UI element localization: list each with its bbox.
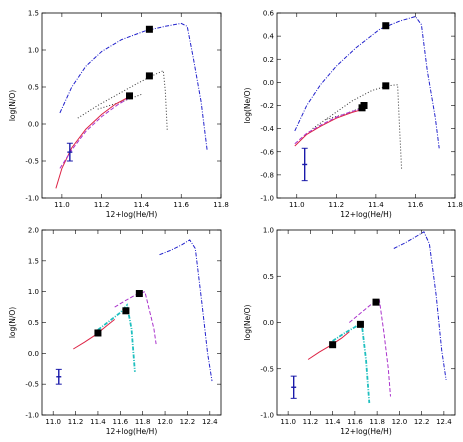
y-tick-label: 0.5: [28, 319, 39, 327]
chart-bottom-left: 11.0 11.2 11.4 11.6 11.8 12.0 12.2 12.4 -1.0 -0.5…: [8, 227, 222, 436]
x-tick-label: 11.6: [173, 201, 189, 209]
x-tick-label: 11.4: [368, 201, 384, 209]
y-tick-label: -1.0: [260, 412, 274, 420]
chart-top-left: 11.0 11.2 11.4 11.6 11.8 -1.0 -0.5 0.0 0.5 1.0 1.5…: [8, 10, 229, 220]
x-tick-label: 11.0: [280, 418, 296, 426]
y-tick-label: 1.5: [28, 257, 39, 265]
y-tick-label: 1.5: [28, 10, 39, 18]
series-line-1: [73, 319, 116, 350]
x-tick-label: 11.4: [90, 418, 106, 426]
series-line-2: [97, 303, 136, 372]
series-line-0: [393, 231, 447, 380]
y-tick-label: -0.2: [260, 102, 274, 110]
x-tick-label: 12.0: [157, 418, 173, 426]
y-tick-label: -1.0: [260, 195, 274, 203]
x-tick-label: 11.6: [347, 418, 363, 426]
y-tick-label: 0.5: [28, 84, 39, 92]
x-axis-label: 12+log(He/H): [106, 210, 158, 219]
y-axis-label: log(Ne/O): [243, 304, 252, 340]
data-point-marker: [382, 82, 390, 90]
series-line-1: [307, 331, 350, 360]
data-point-marker: [372, 298, 380, 306]
series-line-3: [55, 96, 130, 189]
y-axis-label: log(N/O): [8, 90, 17, 121]
data-point-marker: [135, 290, 143, 298]
series-line-4: [59, 96, 132, 169]
x-tick-label: 11.2: [303, 418, 319, 426]
x-tick-label: 11.2: [329, 201, 345, 209]
x-tick-label: 11.4: [134, 201, 150, 209]
y-tick-label: 1.0: [28, 47, 39, 55]
x-tick-label: 12.4: [202, 418, 218, 426]
x-tick-label: 11.0: [45, 418, 61, 426]
series-line-0: [59, 22, 208, 150]
y-tick-label: -0.5: [260, 365, 274, 373]
y-tick-label: -1.0: [25, 195, 39, 203]
y-tick-label: 2.0: [28, 227, 39, 235]
x-tick-label: 11.6: [113, 418, 129, 426]
y-tick-label: 0.6: [263, 10, 275, 18]
x-tick-label: 12.2: [180, 418, 196, 426]
data-point-marker: [122, 307, 130, 315]
series-line-1: [77, 69, 168, 132]
series-line-0: [159, 239, 213, 382]
data-point-marker: [329, 341, 337, 349]
x-tick-label: 11.8: [369, 418, 385, 426]
chart-bottom-right: 11.0 11.2 11.4 11.6 11.8 12.0 12.2 12.4 -1.0 -0.5…: [243, 227, 456, 436]
y-tick-label: 0.0: [28, 350, 39, 358]
y-tick-label: 0.0: [263, 79, 274, 87]
data-point-marker: [145, 25, 153, 33]
y-axis-label: log(Ne/O): [243, 87, 252, 123]
x-tick-label: 12.4: [436, 418, 452, 426]
series-line-4: [294, 107, 365, 145]
data-point-marker: [126, 92, 134, 100]
x-axis-label: 12+log(He/H): [106, 427, 158, 436]
series-line-1: [312, 84, 403, 170]
x-axis-label: 12+log(He/H): [340, 427, 392, 436]
data-point-marker: [145, 72, 153, 80]
y-tick-label: 1.0: [263, 227, 274, 235]
data-point-marker: [356, 320, 364, 328]
y-tick-label: -0.5: [25, 381, 39, 389]
y-tick-label: -0.6: [260, 148, 274, 156]
plot-frame: [41, 229, 222, 416]
x-tick-label: 11.8: [135, 418, 151, 426]
plot-frame: [276, 229, 456, 416]
y-tick-label: 0.5: [263, 273, 274, 281]
y-tick-label: 0.4: [263, 33, 275, 41]
chart-top-right: 11.0 11.2 11.4 11.6 11.8 -1.0 -0.8 -0.6 -0.4 -0.2…: [243, 10, 463, 220]
series-line-2: [326, 106, 365, 120]
series-line-2: [97, 93, 142, 110]
x-tick-label: 12.0: [392, 418, 408, 426]
x-tick-label: 11.6: [408, 201, 424, 209]
series-line-3: [294, 108, 365, 147]
y-tick-label: 0.0: [263, 319, 274, 327]
x-tick-label: 11.0: [289, 201, 305, 209]
series-line-3: [114, 291, 157, 345]
data-point-marker: [382, 22, 390, 30]
series-line-0: [294, 15, 440, 149]
x-tick-label: 11.0: [54, 201, 70, 209]
plot-frame: [41, 12, 222, 199]
y-tick-label: 0.0: [28, 121, 39, 129]
x-tick-label: 11.2: [94, 201, 110, 209]
x-tick-label: 11.8: [447, 201, 463, 209]
y-tick-label: -0.8: [260, 171, 274, 179]
series-line-3: [348, 299, 391, 397]
x-tick-label: 12.2: [414, 418, 430, 426]
data-point-marker: [94, 329, 102, 337]
x-tick-label: 11.8: [213, 201, 229, 209]
x-tick-label: 11.4: [325, 418, 341, 426]
y-tick-label: -0.5: [25, 158, 39, 166]
y-tick-label: -1.0: [25, 412, 39, 420]
data-point-marker: [360, 102, 368, 109]
y-axis-label: log(N/O): [8, 307, 17, 338]
y-tick-label: -0.4: [260, 125, 274, 133]
x-tick-label: 11.2: [68, 418, 84, 426]
series-line-2: [332, 320, 371, 404]
y-tick-label: 0.2: [263, 56, 274, 64]
y-tick-label: 1.0: [28, 288, 39, 296]
x-axis-label: 12+log(He/H): [340, 210, 392, 219]
